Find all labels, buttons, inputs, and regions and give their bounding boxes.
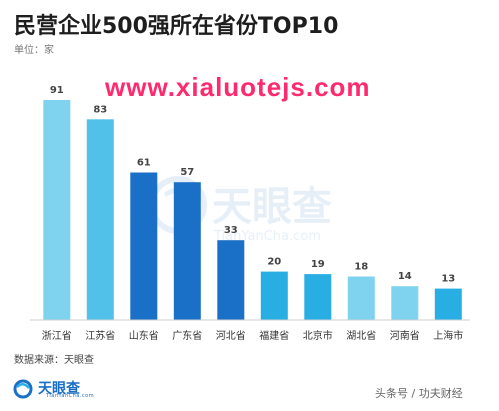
bar-value-label-5: 20 bbox=[267, 257, 281, 268]
bar-3 bbox=[173, 182, 201, 320]
data-source: 数据来源：天眼查 bbox=[14, 355, 94, 366]
category-label-4: 河北省 bbox=[216, 329, 246, 342]
bar-value-label-7: 18 bbox=[354, 262, 368, 273]
category-label-0: 浙江省 bbox=[42, 329, 72, 342]
watermark-logo-text: 天眼查 bbox=[212, 184, 332, 230]
category-label-6: 北京市 bbox=[303, 329, 333, 342]
category-label-3: 广东省 bbox=[172, 329, 202, 342]
category-label-5: 福建省 bbox=[259, 329, 289, 342]
brand-logo: 天眼查 TianYanCha.com bbox=[12, 375, 94, 403]
bar-value-label-4: 33 bbox=[224, 225, 238, 236]
bar-1 bbox=[86, 119, 114, 320]
bar-7 bbox=[347, 276, 375, 320]
bar-value-label-2: 61 bbox=[137, 158, 151, 169]
tianyancha-logo-icon bbox=[13, 379, 33, 399]
category-label-8: 河南省 bbox=[390, 329, 420, 342]
chart-title: 民营企业500强所在省份TOP10 bbox=[14, 14, 339, 39]
category-label-7: 湖北省 bbox=[346, 329, 376, 342]
bar-value-label-8: 14 bbox=[398, 271, 412, 282]
category-label-9: 上海市 bbox=[433, 329, 463, 342]
bar-4 bbox=[217, 240, 245, 320]
bar-2 bbox=[130, 172, 158, 320]
brand-name: 天眼查 bbox=[38, 381, 80, 397]
bar-value-label-9: 13 bbox=[441, 274, 455, 285]
bar-value-label-6: 19 bbox=[311, 259, 325, 270]
bar-value-label-0: 91 bbox=[50, 85, 64, 96]
category-label-2: 山东省 bbox=[129, 329, 159, 342]
bar-0 bbox=[43, 100, 71, 320]
bar-9 bbox=[434, 288, 462, 320]
bar-value-label-1: 83 bbox=[93, 104, 107, 115]
unit-label: 单位：家 bbox=[14, 45, 54, 56]
bar-8 bbox=[391, 286, 419, 320]
credit-text: 头条号 / 功夫财经 bbox=[375, 387, 463, 400]
category-label-1: 江苏省 bbox=[85, 329, 115, 342]
bar-6 bbox=[304, 274, 332, 320]
brand-sub: TianYanCha.com bbox=[46, 393, 95, 399]
watermark-url: www.xialuotejs.com bbox=[105, 72, 371, 102]
bar-5 bbox=[260, 271, 288, 320]
bar-value-label-3: 57 bbox=[180, 167, 194, 178]
